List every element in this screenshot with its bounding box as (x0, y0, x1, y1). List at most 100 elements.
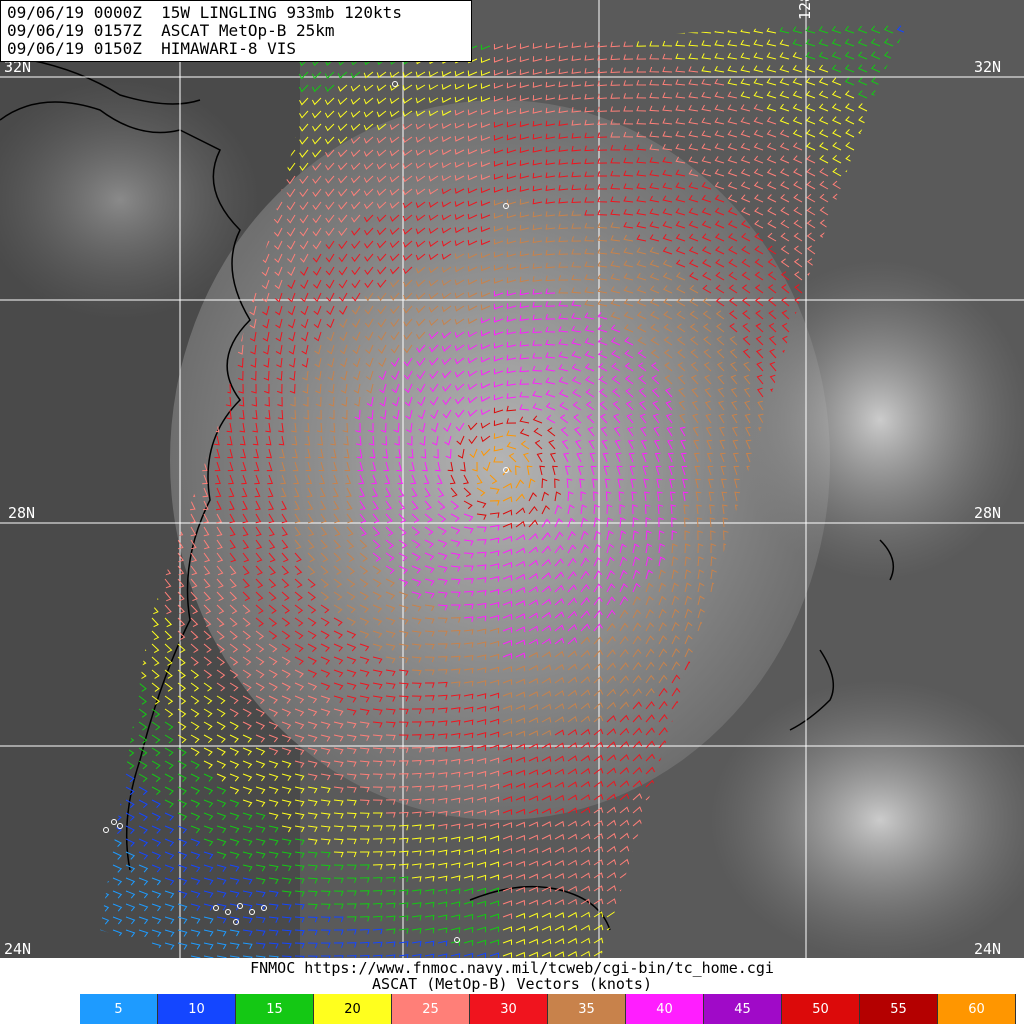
wind-barb (372, 786, 383, 793)
wind-barb (515, 678, 526, 685)
wind-barb (255, 929, 266, 936)
wind-barb (151, 838, 162, 847)
wind-barb (287, 292, 296, 303)
wind-barb (275, 331, 283, 342)
wind-barb (467, 174, 478, 181)
wind-barb (610, 337, 621, 346)
wind-barb (390, 344, 400, 354)
wind-barb (229, 877, 240, 885)
wind-barb (580, 872, 591, 879)
wind-barb (567, 663, 578, 671)
wind-barb (386, 786, 396, 792)
wind-barb (684, 621, 693, 632)
wind-barb (714, 194, 725, 203)
wind-barb (779, 26, 790, 34)
wind-barb (684, 530, 690, 541)
wind-barb (320, 890, 331, 897)
wind-barb (519, 108, 530, 115)
wind-barb (325, 175, 335, 184)
wind-barb (389, 253, 400, 262)
wind-barb (727, 78, 738, 86)
wind-barb (307, 773, 318, 781)
wind-barb (403, 357, 413, 367)
wind-barb (636, 144, 647, 151)
wind-barb (720, 465, 727, 476)
wind-barb (781, 297, 790, 307)
wind-barb (831, 90, 842, 99)
wind-barb (326, 305, 335, 316)
wind-barb (359, 695, 370, 703)
wind-barb (177, 682, 187, 692)
wind-barb (372, 669, 383, 677)
wind-barb (610, 119, 621, 125)
wind-barb (610, 299, 621, 307)
wind-barb (664, 374, 673, 385)
wind-barb (346, 747, 357, 755)
wind-barb (402, 84, 413, 91)
wind-barb (340, 370, 348, 381)
wind-barb (575, 439, 582, 450)
wind-barb (463, 526, 474, 534)
wind-barb (268, 773, 279, 781)
wind-barb (398, 656, 409, 664)
wind-barb (714, 220, 725, 229)
wind-barb (437, 643, 448, 649)
wind-barb (261, 292, 270, 303)
wind-barb (214, 461, 221, 472)
wind-barb (480, 239, 491, 246)
wind-barb (450, 758, 461, 765)
wind-barb (444, 435, 452, 446)
wind-barb (580, 544, 589, 554)
wind-barb (580, 754, 591, 762)
wind-barb (671, 569, 679, 580)
wind-barb (319, 474, 326, 485)
wind-barb (385, 850, 396, 857)
wind-barb (476, 526, 487, 533)
legend-swatch-10: 10 (158, 994, 236, 1024)
wind-barb (216, 708, 226, 718)
wind-barb (740, 168, 751, 177)
wind-barb (385, 617, 396, 626)
wind-barb (665, 400, 673, 411)
wind-barb (281, 942, 292, 949)
wind-barb (463, 552, 474, 559)
wind-barb (792, 52, 803, 60)
lat-label-28n-west: 28N (8, 504, 36, 522)
wind-barb (229, 630, 238, 640)
wind-barb (255, 864, 266, 872)
wind-barb (567, 702, 578, 710)
wind-barb (519, 95, 530, 102)
wind-barb (463, 849, 474, 855)
wind-barb (515, 600, 526, 606)
wind-barb (567, 624, 578, 632)
wind-barb (671, 530, 678, 541)
wind-barb (268, 903, 279, 910)
wind-barb (480, 304, 491, 311)
wind-barb (702, 271, 712, 281)
wind-barb (506, 121, 517, 128)
wind-barb (554, 504, 563, 515)
wind-barb (818, 129, 829, 138)
wind-barb (125, 838, 135, 847)
wind-barb (467, 213, 478, 220)
wind-barb (463, 823, 474, 829)
wind-barb (467, 200, 478, 207)
wind-barb (697, 530, 703, 541)
wind-barb (463, 732, 474, 739)
wind-barb (237, 357, 244, 368)
wind-barb (506, 354, 517, 361)
wind-barb (255, 643, 265, 653)
wind-barb (317, 435, 324, 446)
wind-barb (372, 877, 383, 883)
wind-barb (307, 578, 316, 588)
wind-barb (372, 591, 382, 600)
wind-barb (649, 144, 660, 151)
wind-barb (567, 833, 578, 840)
wind-barb (441, 240, 452, 247)
wind-barb (716, 361, 725, 372)
wind-barb (619, 793, 630, 801)
wind-barb (528, 860, 539, 867)
lat-label-28n-east: 28N (974, 504, 1002, 522)
wind-barb (663, 336, 673, 346)
wind-barb (441, 123, 452, 129)
